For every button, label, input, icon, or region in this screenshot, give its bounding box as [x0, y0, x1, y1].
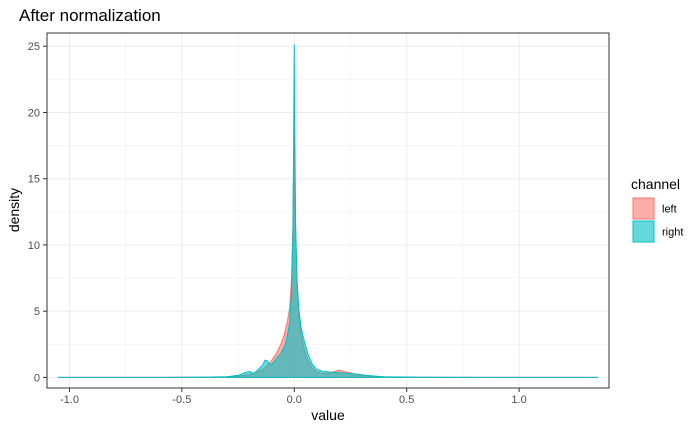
x-axis-title: value	[311, 407, 345, 423]
legend-title: channel	[631, 176, 680, 192]
y-axis: 0 5 10 15 20 25	[28, 41, 47, 384]
y-tick-label: 0	[34, 372, 40, 384]
plot-panel	[47, 33, 609, 388]
y-tick-label: 25	[28, 41, 40, 53]
y-tick-label: 5	[34, 306, 40, 318]
y-tick-label: 20	[28, 107, 40, 119]
x-tick-label: -0.5	[172, 394, 191, 406]
chart-title: After normalization	[19, 6, 161, 25]
legend-label-left: left	[662, 204, 677, 216]
x-axis: -1.0 -0.5 0.0 0.5 1.0	[60, 388, 527, 406]
series-areas	[57, 44, 599, 378]
legend-key-right	[632, 220, 655, 243]
x-tick-label: 1.0	[511, 394, 526, 406]
legend-items: left right	[632, 197, 683, 243]
series-area-right	[57, 44, 599, 378]
x-tick-label: 0.5	[399, 394, 414, 406]
x-tick-label: -1.0	[60, 394, 79, 406]
y-tick-label: 15	[28, 174, 40, 186]
legend: channel left right	[631, 176, 683, 243]
plot-panel-border	[46, 32, 610, 389]
legend-key-left	[632, 197, 655, 220]
y-tick-label: 10	[28, 240, 40, 252]
y-axis-title: density	[6, 188, 22, 232]
legend-label-right: right	[662, 227, 683, 239]
x-tick-label: 0.0	[287, 394, 302, 406]
